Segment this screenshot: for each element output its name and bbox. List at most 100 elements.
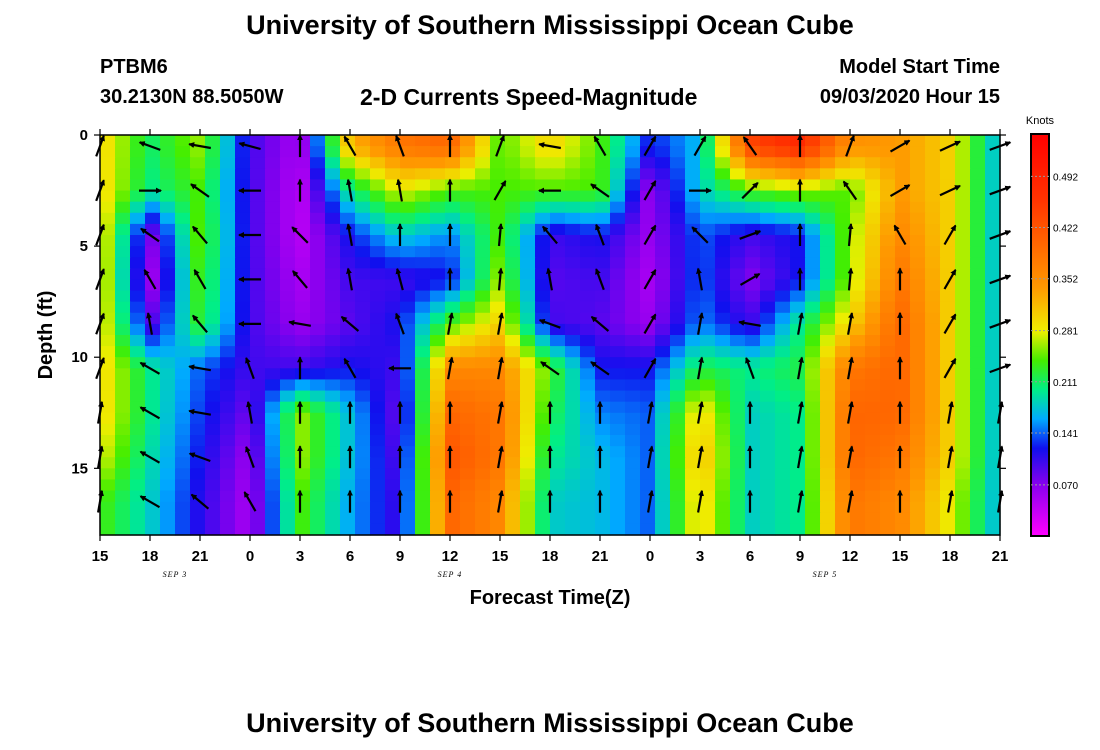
current-vector-arrow (797, 445, 804, 469)
heatmap-cell (700, 312, 716, 325)
heatmap-cell (190, 357, 206, 369)
heatmap-cell (430, 212, 446, 225)
heatmap-cell (835, 135, 851, 147)
heatmap-cell (640, 168, 656, 181)
heatmap-cell (205, 257, 221, 269)
heatmap-cell (595, 179, 611, 192)
heatmap-cell (190, 190, 206, 203)
heatmap-cell (355, 179, 371, 192)
heatmap-cell (100, 168, 116, 181)
heatmap-cell (715, 390, 731, 403)
heatmap-cell (820, 268, 836, 281)
heatmap-cell (370, 390, 386, 403)
heatmap-cell (190, 301, 206, 314)
heatmap-cell (970, 135, 986, 147)
heatmap-cell (475, 168, 491, 181)
heatmap-cell (310, 157, 326, 169)
heatmap-cell (370, 368, 386, 381)
heatmap-cell (700, 468, 716, 481)
heatmap-cell (565, 468, 581, 481)
heatmap-cell (685, 257, 701, 269)
heatmap-cell (325, 301, 341, 314)
heatmap-cell (265, 468, 281, 481)
heatmap-cell (910, 468, 926, 481)
heatmap-cell (775, 190, 791, 203)
heatmap-cell (220, 146, 236, 158)
heatmap-cell (250, 268, 266, 281)
heatmap-cell (145, 268, 161, 281)
heatmap-cell (985, 401, 1001, 414)
heatmap-cell (835, 512, 851, 525)
heatmap-cell (520, 146, 536, 158)
heatmap-cell (625, 179, 641, 192)
heatmap-cell (310, 290, 326, 303)
heatmap-cell (535, 335, 551, 347)
heatmap-cell (610, 468, 626, 481)
current-vector-arrow (889, 184, 911, 198)
heatmap-cell (625, 390, 641, 403)
x-tick-label: 15 (92, 548, 109, 565)
heatmap-cell (205, 335, 221, 347)
heatmap-cell (925, 290, 941, 303)
heatmap-cell (370, 501, 386, 514)
heatmap-cell (100, 468, 116, 481)
heatmap-cell (865, 312, 881, 325)
heatmap-cell (985, 346, 1001, 358)
heatmap-cell (880, 435, 896, 447)
heatmap-cell (100, 412, 116, 425)
heatmap-cell (790, 190, 806, 203)
heatmap-cell (325, 179, 341, 192)
heatmap-cell (775, 346, 791, 358)
heatmap-cell (490, 323, 506, 336)
heatmap-cell (475, 379, 491, 392)
heatmap-cell (865, 523, 881, 536)
heatmap-cell (445, 501, 461, 514)
heatmap-cell (385, 412, 401, 425)
heatmap-cell (385, 490, 401, 503)
heatmap-cell (565, 223, 581, 236)
heatmap-cell (580, 523, 596, 536)
current-vector-arrow (893, 224, 907, 246)
heatmap-cell (535, 412, 551, 425)
heatmap-cell (700, 190, 716, 203)
heatmap-cell (790, 479, 806, 492)
heatmap-cell (820, 412, 836, 425)
heatmap-cell (115, 479, 131, 492)
heatmap-cell (145, 179, 161, 192)
heatmap-cell (640, 357, 656, 369)
heatmap-cell (940, 412, 956, 425)
heatmap-cell (250, 457, 266, 469)
heatmap-cell (820, 135, 836, 147)
heatmap-cell (130, 235, 146, 247)
heatmap-cell (610, 201, 626, 214)
heatmap-cell (385, 301, 401, 314)
heatmap-cell (820, 146, 836, 158)
heatmap-cell (745, 246, 761, 258)
heatmap-cell (760, 190, 776, 203)
heatmap-cell (790, 301, 806, 314)
heatmap-cell (745, 401, 761, 414)
heatmap-cell (130, 479, 146, 492)
heatmap-cell (520, 368, 536, 381)
heatmap-cell (955, 435, 971, 447)
heatmap-cell (175, 190, 191, 203)
heatmap-cell (865, 435, 881, 447)
heatmap-cell (790, 168, 806, 181)
heatmap-cell (490, 479, 506, 492)
heatmap-cell (715, 246, 731, 258)
heatmap-cell (445, 168, 461, 181)
heatmap-cell (415, 201, 431, 214)
current-vector-arrow (139, 450, 161, 464)
heatmap-cell (220, 379, 236, 392)
heatmap-cell (310, 312, 326, 325)
heatmap-cell (745, 412, 761, 425)
heatmap-cell (715, 435, 731, 447)
heatmap-cell (520, 379, 536, 392)
heatmap-cell (415, 268, 431, 281)
heatmap-cell (175, 257, 191, 269)
heatmap-cell (460, 135, 476, 147)
heatmap-cell (265, 401, 281, 414)
heatmap-cell (730, 368, 746, 381)
heatmap-cell (190, 457, 206, 469)
heatmap-cell (850, 290, 866, 303)
